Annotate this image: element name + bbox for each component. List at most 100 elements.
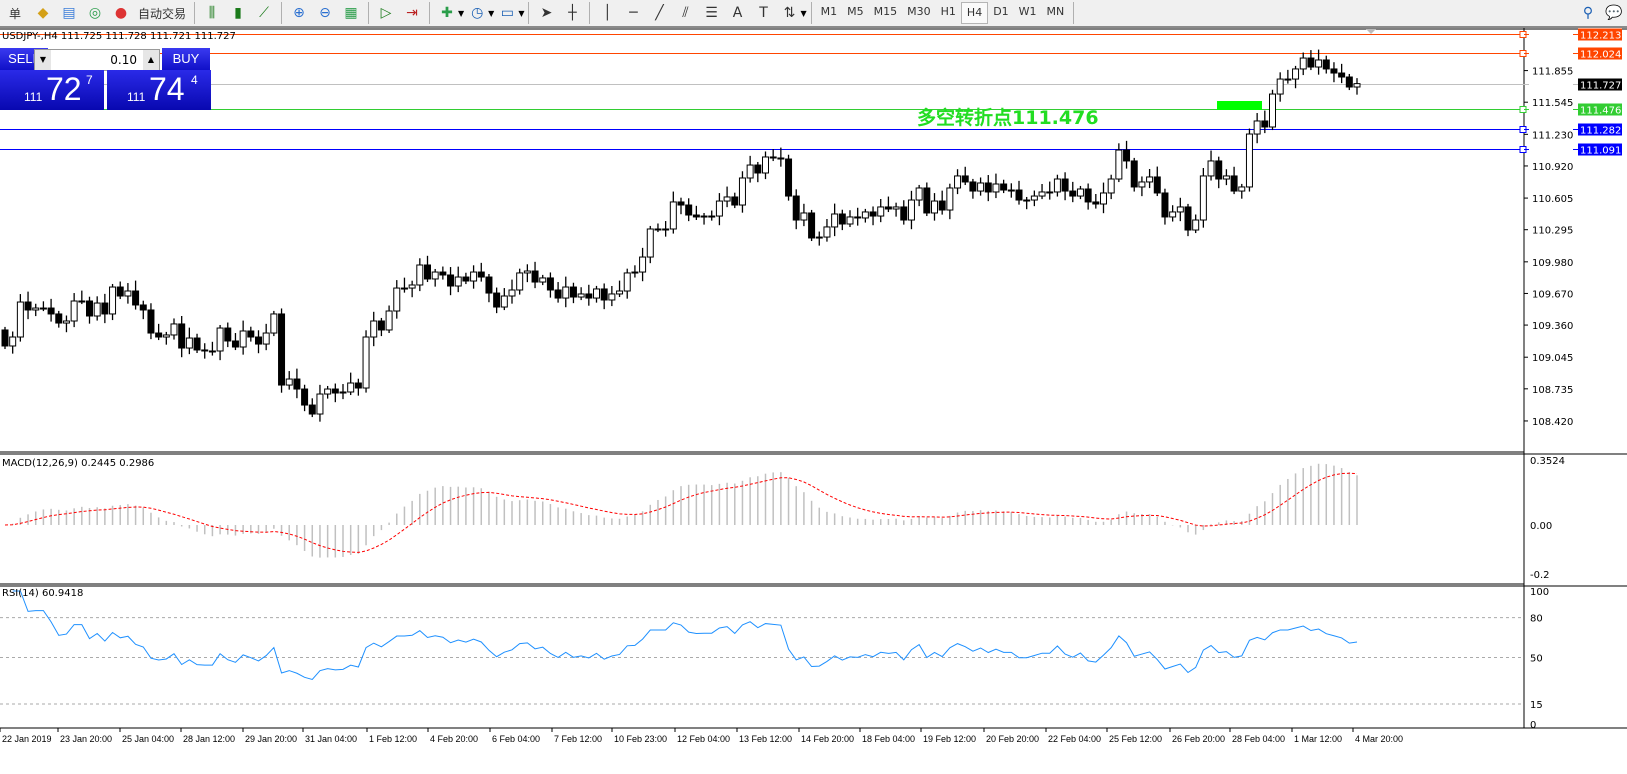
- bull-candle: [608, 293, 616, 301]
- crosshair-icon[interactable]: ┼: [568, 5, 577, 21]
- line-chart-icon[interactable]: ⟋: [259, 5, 269, 21]
- price-axis-label: 111.230: [1532, 130, 1573, 141]
- timeframe-m1[interactable]: M1: [820, 5, 838, 18]
- bull-candle: [1169, 211, 1177, 218]
- bear-candle: [331, 388, 339, 394]
- navigator-icon[interactable]: ▤: [62, 5, 76, 21]
- bull-candle: [1238, 186, 1246, 192]
- bar-chart-icon[interactable]: ⫼: [208, 5, 216, 21]
- autotrade-button[interactable]: 自动交易: [138, 6, 187, 21]
- macd-axis-label: 0.3524: [1530, 456, 1565, 467]
- bull-candle: [1146, 176, 1154, 183]
- signals-icon[interactable]: ◎: [88, 5, 102, 21]
- bull-candle: [800, 212, 808, 221]
- chevron-down-icon[interactable]: ▼: [488, 8, 495, 18]
- bull-candle: [1353, 83, 1361, 88]
- bull-candle: [1038, 191, 1046, 197]
- bull-candle: [1107, 178, 1115, 194]
- chevron-down-icon[interactable]: ▼: [458, 8, 465, 18]
- time-axis-label: 19 Feb 12:00: [923, 734, 976, 744]
- bull-candle: [78, 300, 86, 303]
- chart-shift-icon[interactable]: ⇥: [406, 5, 418, 21]
- bull-candle: [1292, 68, 1300, 80]
- auto-scroll-icon[interactable]: ▷: [380, 5, 392, 21]
- bull-candle: [393, 287, 401, 312]
- chevron-down-icon[interactable]: ▼: [800, 8, 807, 18]
- macd-label: MACD(12,26,9) 0.2445 0.2986: [2, 458, 154, 469]
- bear-candle: [1092, 201, 1100, 205]
- chevron-down-icon[interactable]: ▼: [518, 8, 525, 18]
- timeframe-w1[interactable]: W1: [1018, 5, 1037, 18]
- bull-candle: [185, 337, 193, 349]
- equidistant-channel-icon[interactable]: ⫽: [682, 5, 689, 21]
- time-axis-label: 10 Feb 23:00: [614, 734, 667, 744]
- bull-candle: [1315, 59, 1323, 68]
- arrows-icon[interactable]: ⇅: [783, 5, 796, 21]
- timeframe-h1[interactable]: H1: [940, 5, 956, 18]
- vertical-line-icon[interactable]: │: [603, 5, 612, 21]
- autotrade-icon[interactable]: ●: [114, 5, 128, 21]
- chat-icon[interactable]: 💬: [1605, 5, 1623, 21]
- bull-candle: [170, 323, 178, 336]
- decrease-lot-button[interactable]: ▼: [35, 50, 51, 70]
- periods-clock-icon[interactable]: ◷: [471, 5, 484, 21]
- sell-price[interactable]: 111 72 7: [0, 70, 104, 110]
- divider: [194, 2, 196, 24]
- timeframe-m30[interactable]: M30: [907, 5, 931, 18]
- bear-candle: [193, 337, 201, 351]
- tile-windows-icon[interactable]: ▦: [344, 5, 358, 21]
- price-chart[interactable]: 111.855 111.545 111.230 110.920 110.605 110.2…: [0, 28, 1627, 774]
- bear-candle: [1015, 189, 1023, 201]
- bull-candle: [1222, 175, 1230, 180]
- bull-candle: [239, 330, 247, 348]
- bear-candle: [531, 270, 539, 283]
- cursor-icon[interactable]: ➤: [540, 5, 553, 21]
- lot-size-stepper[interactable]: ▼ 0.10 ▲: [34, 49, 160, 71]
- rsi-axis-label: 0: [1530, 720, 1536, 731]
- time-axis-label: 14 Feb 20:00: [801, 734, 854, 744]
- divider: [589, 2, 591, 24]
- bull-candle: [861, 211, 869, 219]
- bear-candle: [462, 276, 470, 282]
- lot-size-value[interactable]: 0.10: [110, 53, 137, 67]
- bull-candle: [892, 206, 900, 210]
- timeframe-h4[interactable]: H4: [960, 2, 989, 24]
- cut-label[interactable]: 单: [8, 6, 21, 21]
- fibonacci-icon[interactable]: ☰: [705, 5, 718, 21]
- bear-candle: [55, 313, 63, 324]
- zoom-in-icon[interactable]: ⊕: [293, 5, 305, 21]
- price-axis-label: 109.980: [1532, 258, 1573, 269]
- bear-candle: [147, 309, 155, 334]
- timeframe-m15[interactable]: M15: [873, 5, 898, 18]
- bull-candle: [316, 393, 324, 415]
- timeframe-d1[interactable]: D1: [993, 5, 1009, 18]
- timeframe-m5[interactable]: M5: [847, 5, 864, 18]
- bear-candle: [769, 156, 777, 159]
- bear-candle: [938, 200, 946, 211]
- zoom-out-icon[interactable]: ⊖: [319, 5, 331, 21]
- bear-candle: [923, 187, 931, 214]
- bull-candle: [1115, 149, 1123, 180]
- trendline-icon[interactable]: ╱: [655, 5, 664, 21]
- buy-button[interactable]: BUY: [162, 48, 210, 70]
- buy-price[interactable]: 111 74 4: [107, 70, 211, 110]
- bull-candle: [408, 284, 416, 289]
- time-axis-label: 25 Feb 12:00: [1109, 734, 1162, 744]
- search-icon[interactable]: ⚲: [1582, 5, 1594, 21]
- bear-candle: [116, 286, 124, 297]
- increase-lot-button[interactable]: ▲: [143, 50, 159, 70]
- candlestick-icon[interactable]: ▮: [234, 5, 242, 21]
- timeframe-mn[interactable]: MN: [1046, 5, 1065, 18]
- bull-candle: [454, 276, 462, 287]
- market-watch-icon[interactable]: ◆: [37, 5, 49, 21]
- bull-candle: [216, 327, 224, 352]
- rsi-axis-label: 80: [1530, 614, 1543, 625]
- bull-candle: [723, 196, 731, 202]
- templates-icon[interactable]: ▭: [500, 5, 514, 21]
- level-price-label: 112.213: [1580, 31, 1621, 42]
- text-icon[interactable]: A: [732, 5, 743, 21]
- text-label-icon[interactable]: T: [759, 5, 768, 21]
- horizontal-line-icon[interactable]: ─: [629, 5, 638, 21]
- indicators-icon[interactable]: ✚: [441, 5, 453, 21]
- bull-candle: [62, 320, 70, 324]
